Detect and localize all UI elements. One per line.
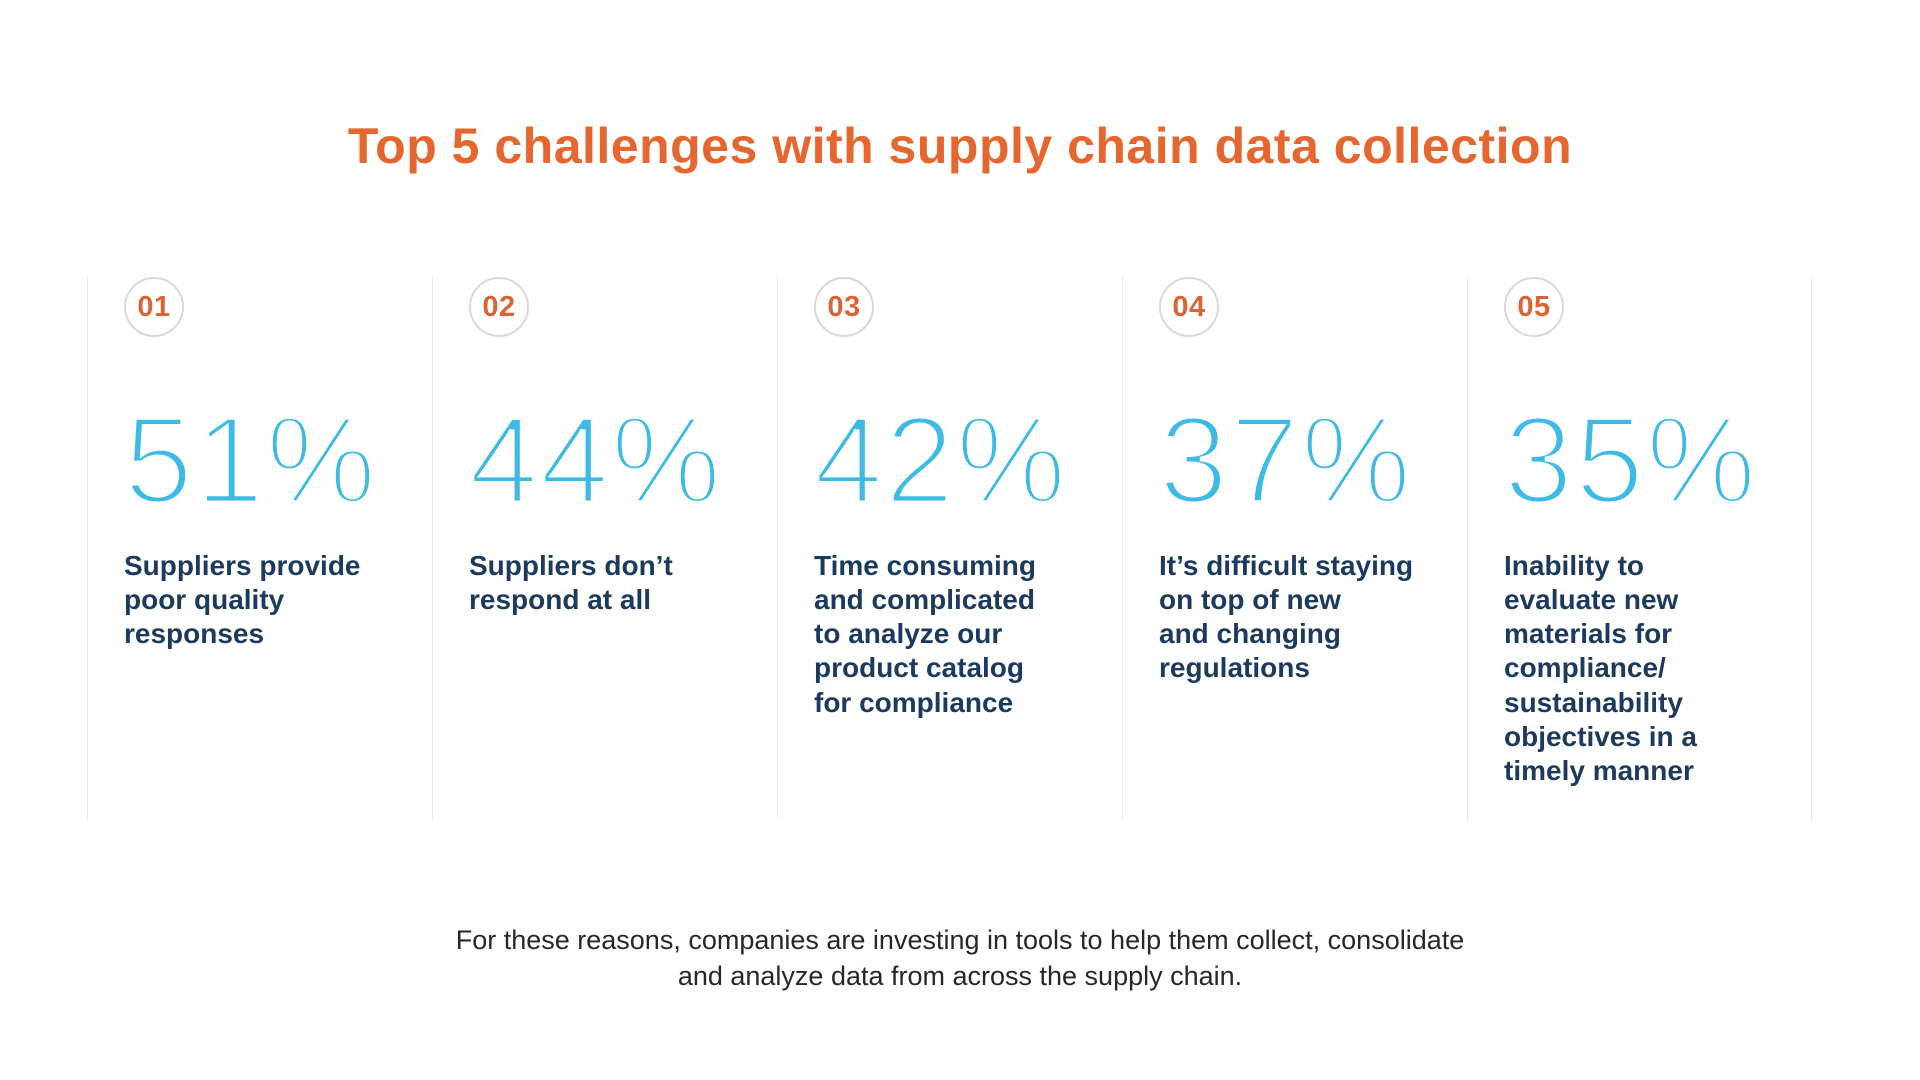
rank-badge: 03 [814, 277, 874, 337]
percent-value: 35% [1502, 392, 1759, 530]
rank-badge: 04 [1159, 277, 1219, 337]
challenge-description: Suppliers provide poor quality responses [124, 550, 361, 650]
challenge-description: Suppliers don’t respond at all [469, 550, 673, 616]
footer-note: For these reasons, companies are investi… [0, 922, 1920, 994]
rank-number: 04 [1172, 290, 1206, 323]
challenge-card-5: 05 35% Inability to evaluate new materia… [1467, 277, 1812, 820]
percent-value: 51% [122, 392, 379, 530]
challenge-description: Time consuming and complicated to analyz… [814, 550, 1036, 718]
rank-number: 02 [482, 290, 516, 323]
footer-line-2: and analyze data from across the supply … [677, 961, 1243, 991]
percent-value: 37% [1157, 392, 1414, 530]
percent-value: 42% [812, 392, 1069, 530]
challenge-description: Inability to evaluate new materials for … [1504, 550, 1697, 786]
challenge-columns: 01 51% Suppliers provide poor quality re… [87, 277, 1813, 820]
footer-line-1: For these reasons, companies are investi… [455, 925, 1465, 955]
rank-badge: 01 [124, 277, 184, 337]
page-title: Top 5 challenges with supply chain data … [347, 118, 1573, 174]
rank-number: 03 [827, 290, 861, 323]
challenge-description: It’s difficult staying on top of new and… [1159, 550, 1414, 684]
percent-value: 44% [467, 392, 724, 530]
challenge-card-1: 01 51% Suppliers provide poor quality re… [87, 277, 432, 820]
rank-number: 01 [137, 290, 171, 323]
challenge-card-2: 02 44% Suppliers don’t respond at all [432, 277, 777, 820]
challenge-card-3: 03 42% Time consuming and complicated to… [777, 277, 1122, 820]
challenge-card-4: 04 37% It’s difficult staying on top of … [1122, 277, 1467, 820]
rank-badge: 02 [469, 277, 529, 337]
rank-number: 05 [1517, 290, 1551, 323]
rank-badge: 05 [1504, 277, 1564, 337]
